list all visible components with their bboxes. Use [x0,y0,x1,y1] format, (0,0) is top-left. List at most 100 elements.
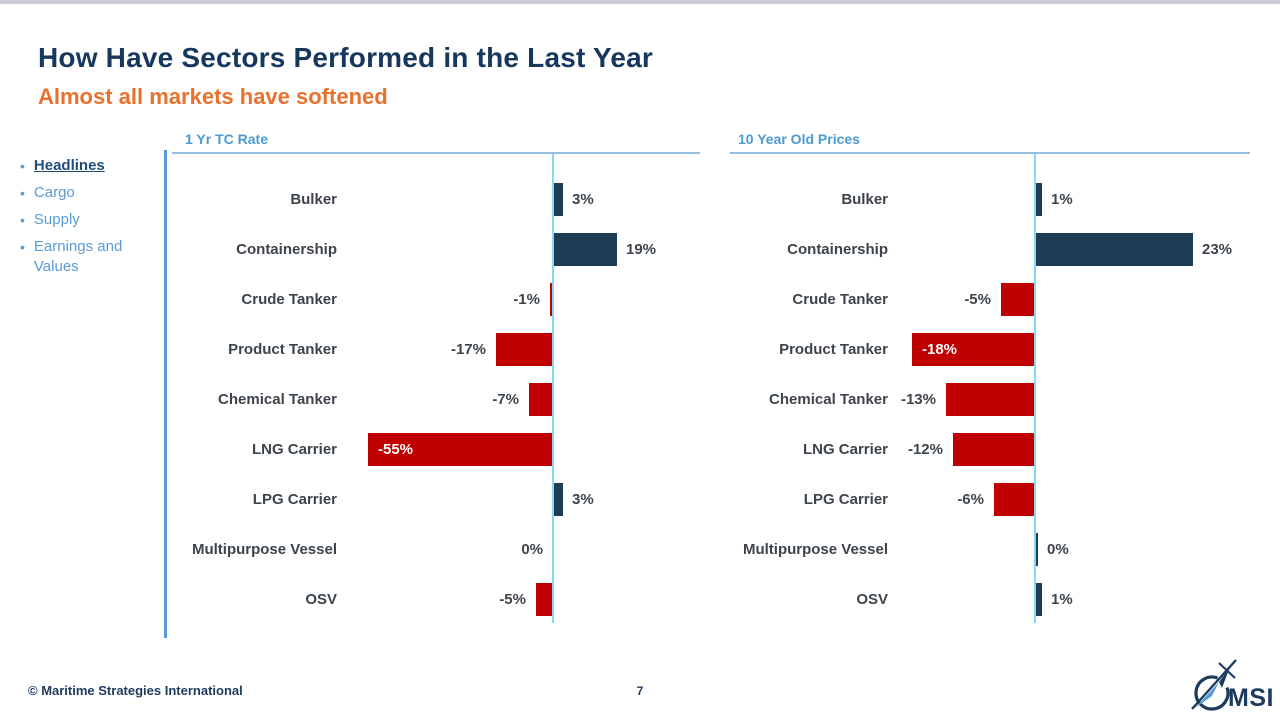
bar [953,433,1035,466]
chart-row: Multipurpose Vessel 0% [172,525,700,575]
category-label: Multipurpose Vessel [191,541,337,558]
chart-row: OSV -5% [172,575,700,625]
page-title: How Have Sectors Performed in the Last Y… [38,42,653,73]
bar [529,383,553,416]
category-label: LNG Carrier [251,441,337,458]
category-label: Chemical Tanker [218,391,337,408]
chart-row: Product Tanker -17% [172,325,700,375]
category-label: Bulker [290,191,337,208]
bar [553,233,617,266]
value-label: 23% [1202,241,1233,258]
bullet-icon: • [20,158,25,174]
value-label: -6% [957,491,984,508]
value-label: -12% [907,441,943,458]
sidebar-item-label: Headlines [33,157,105,174]
chart-10yr-old-prices: 10 Year Old Prices Bulker 1% Containership… [730,128,1250,625]
chart-row: LPG Carrier -6% [730,475,1250,525]
bar [912,333,1035,366]
bullet-icon: • [20,185,25,201]
value-label: 3% [572,491,594,508]
footer-copyright: © Maritime Strategies International [28,683,243,698]
chart-row: Crude Tanker -1% [172,275,700,325]
sidebar-item-label: Cargo [33,184,75,201]
value-label: 1% [1051,591,1073,608]
chart-row: LNG Carrier -12% [730,425,1250,475]
zero-axis-line [552,154,554,623]
sidebar-item-earnings-and-values[interactable]: • Earnings and Values [20,237,158,277]
value-label: -55% [378,441,414,458]
chart-row: LNG Carrier -55% [172,425,700,475]
chart-row: Chemical Tanker -13% [730,375,1250,425]
category-label: LNG Carrier [802,441,888,458]
value-label: -17% [450,341,486,358]
bullet-icon: • [20,212,25,228]
logo-text: MSI [1228,684,1274,712]
bar [553,183,563,216]
value-label: 3% [572,191,594,208]
category-label: OSV [305,591,337,608]
sidebar-item-label: Supply [33,211,80,228]
bullet-icon: • [20,239,25,255]
chart-row: Crude Tanker -5% [730,275,1250,325]
category-label: Product Tanker [228,341,337,358]
value-label: 19% [626,241,657,258]
sidebar-item-headlines[interactable]: • Headlines [20,156,158,176]
bar [1001,283,1035,316]
top-strip [0,0,1280,4]
value-label: -5% [499,591,526,608]
value-label: -7% [492,391,519,408]
chart-row: LPG Carrier 3% [172,475,700,525]
value-label: -5% [964,291,991,308]
bar [1035,183,1042,216]
category-label: Containership [787,241,888,258]
bar [550,283,553,316]
zero-axis-line [1034,154,1036,623]
chart-row: Containership 19% [172,225,700,275]
bar [946,383,1035,416]
chart-title: 10 Year Old Prices [730,128,1250,154]
value-label: -1% [513,291,540,308]
bar [553,483,563,516]
bar [496,333,553,366]
category-label: LPG Carrier [803,491,888,508]
bar [1035,533,1038,566]
sidebar-item-supply[interactable]: • Supply [20,210,158,230]
chart-row: Chemical Tanker -7% [172,375,700,425]
bar [1035,233,1193,266]
value-label: -18% [922,341,958,358]
category-label: Bulker [841,191,888,208]
chart-row: Bulker 1% [730,175,1250,225]
page-number: 7 [636,684,644,698]
category-label: Containership [236,241,337,258]
chart-row: OSV 1% [730,575,1250,625]
chart-row: Multipurpose Vessel 0% [730,525,1250,575]
sidebar-nav: • Headlines • Cargo • Supply • Earnings and Val… [20,156,158,284]
msi-logo: MSI [1184,655,1273,718]
category-label: Crude Tanker [241,291,337,308]
page-subtitle: Almost all markets have softened [38,84,388,109]
bar [536,583,553,616]
chart-1yr-tc-rate: 1 Yr TC Rate Bulker 3% Containership 19% Cru… [172,128,700,625]
chart-row: Bulker 3% [172,175,700,225]
chart-plot-area: Bulker 3% Containership 19% Crude Tanker -1% P… [172,154,700,625]
value-label: 0% [521,541,543,558]
compass-icon [1184,655,1242,718]
bar [1035,583,1042,616]
chart-plot-area: Bulker 1% Containership 23% Crude Tanker -5% P… [730,154,1250,625]
category-label: Multipurpose Vessel [742,541,888,558]
value-label: 1% [1051,191,1073,208]
chart-row: Product Tanker -18% [730,325,1250,375]
chart-row: Containership 23% [730,225,1250,275]
category-label: Crude Tanker [792,291,888,308]
bar [368,433,553,466]
chart-title: 1 Yr TC Rate [172,128,700,154]
sidebar-item-label: Earnings and Values [33,238,123,275]
category-label: LPG Carrier [252,491,337,508]
sidebar-divider [164,150,167,638]
value-label: -13% [900,391,936,408]
category-label: OSV [856,591,888,608]
category-label: Chemical Tanker [769,391,888,408]
category-label: Product Tanker [779,341,888,358]
bar [994,483,1035,516]
sidebar-item-cargo[interactable]: • Cargo [20,183,158,203]
